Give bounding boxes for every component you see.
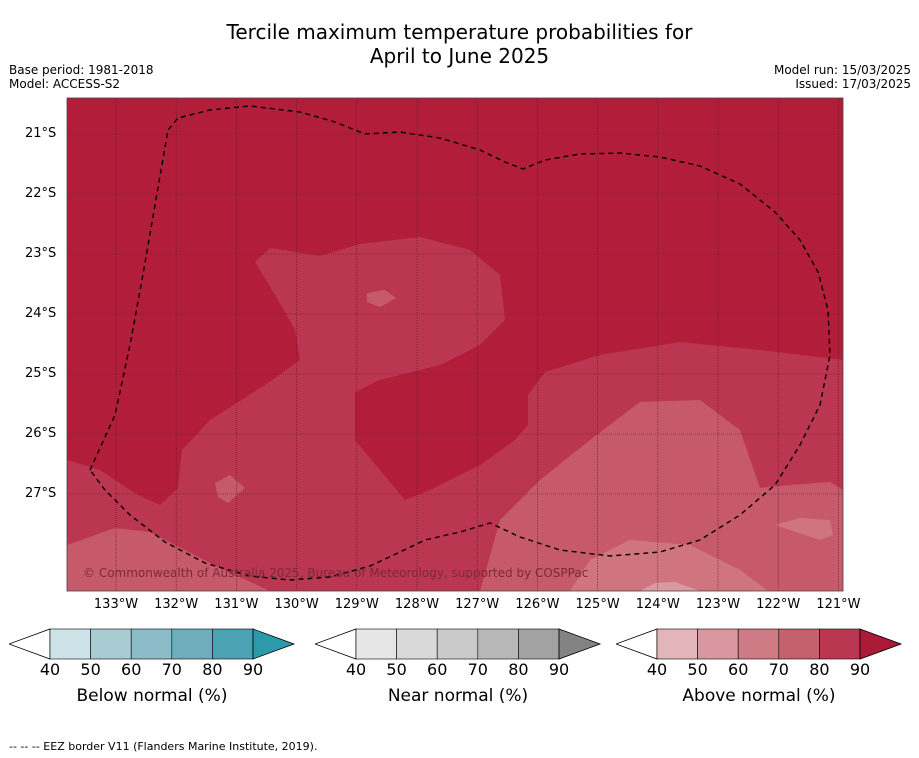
longitude-label: 127°W [455, 597, 500, 612]
colorbar-lower-arrow [9, 628, 51, 660]
colorbar-tick-label: 50 [386, 660, 407, 679]
latitude-label: 23°S [25, 246, 57, 261]
near-normal-colorbar [315, 628, 602, 660]
map-frame [66, 97, 844, 592]
region-above-40-50 [640, 582, 700, 591]
model-run: Model run: 15/03/2025 [773, 63, 911, 77]
longitude-label: 126°W [515, 597, 560, 612]
colorbar-segment [49, 628, 91, 660]
colorbar-tick-label: 70 [161, 660, 182, 679]
region-above-60-70-west [67, 528, 270, 591]
longitude-label: 124°W [635, 597, 680, 612]
colorbar-segment [212, 628, 254, 660]
colorbar-upper-arrow [252, 628, 296, 660]
longitude-label: 123°W [695, 597, 741, 612]
metadata-right: Model run: 15/03/2025 Issued: 17/03/2025 [774, 63, 911, 91]
colorbar-tick-label: 70 [467, 660, 488, 679]
eez-border-line [89, 105, 831, 581]
below-normal-colorbar [9, 628, 296, 660]
colorbar-segment [355, 628, 397, 660]
latitude-label: 22°S [25, 186, 57, 201]
latitude-label: 24°S [25, 306, 57, 321]
colorbar-tick-label: 50 [687, 660, 708, 679]
issued-date: Issued: 17/03/2025 [795, 77, 911, 91]
region-above-50-60 [570, 540, 768, 591]
colorbar-tick-label: 40 [646, 660, 668, 679]
colorbar-tick-label: 70 [768, 660, 789, 679]
colorbar-upper-arrow [859, 628, 903, 660]
below-normal-title: Below normal (%) [76, 686, 228, 706]
latitude-label: 27°S [25, 486, 57, 501]
colorbar-segment [130, 628, 173, 660]
longitude-label: 125°W [575, 597, 620, 612]
region-above-60-70-islet-north [367, 290, 396, 307]
colorbar-segment [778, 628, 820, 660]
region-above-60-70 [480, 400, 843, 591]
metadata-left: Base period: 1981-2018 Model: ACCESS-S2 [9, 63, 154, 91]
longitude-label: 122°W [756, 597, 801, 612]
near-normal-title: Near normal (%) [387, 686, 529, 706]
eez-border-footnote: -- -- -- EEZ border V11 (Flanders Marine… [9, 740, 318, 753]
latitude-label: 25°S [25, 366, 57, 381]
above-normal-colorbar [616, 628, 903, 660]
colorbar-upper-arrow [558, 628, 602, 660]
region-above-50-60-east [775, 518, 833, 540]
colorbar-segment [819, 628, 861, 660]
colorbar-segment [656, 628, 698, 660]
longitude-label: 121°W [816, 597, 861, 612]
latitude-label: 21°S [25, 126, 57, 141]
probability-map: © Commonwealth of Australia 2025, Bureau… [66, 97, 844, 592]
colorbar-tick-label: 60 [427, 660, 448, 679]
above-normal-title: Above normal (%) [682, 686, 836, 706]
colorbar-tick-label: 90 [548, 660, 570, 679]
colorbar-tick-label: 80 [809, 660, 830, 679]
colorbar-tick-label: 80 [202, 660, 223, 679]
colorbar-lower-arrow [315, 628, 357, 660]
longitude-label: 133°W [93, 597, 139, 612]
colorbar-segment [477, 628, 519, 660]
colorbar-tick-label: 50 [80, 660, 101, 679]
longitude-label: 131°W [214, 597, 259, 612]
colorbar-tick-label: 60 [728, 660, 749, 679]
colorbar-tick-label: 80 [508, 660, 529, 679]
colorbar-segment [518, 628, 560, 660]
base-period: Base period: 1981-2018 [9, 63, 154, 77]
map-title-line-1: Tercile maximum temperature probabilitie… [226, 20, 693, 44]
colorbar-segment [737, 628, 780, 660]
map-grid [67, 98, 843, 591]
copyright-notice: © Commonwealth of Australia 2025, Bureau… [83, 566, 588, 580]
map-title-line-2: April to June 2025 [369, 44, 550, 68]
colorbar-segment [436, 628, 479, 660]
colorbar-tick-label: 60 [121, 660, 142, 679]
colorbar-tick-label: 40 [39, 660, 61, 679]
region-above-60-70-islet [215, 475, 245, 503]
colorbar-segment [396, 628, 438, 660]
longitude-label: 132°W [154, 597, 199, 612]
model-name: Model: ACCESS-S2 [9, 77, 121, 91]
colorbar-tick-label: 40 [345, 660, 367, 679]
colorbar-lower-arrow [616, 628, 658, 660]
latitude-label: 26°S [25, 426, 57, 441]
colorbar-segment [171, 628, 213, 660]
colorbar-tick-label: 90 [849, 660, 871, 679]
longitude-label: 130°W [274, 597, 319, 612]
colorbar-tick-label: 90 [242, 660, 264, 679]
colorbar-segment [697, 628, 739, 660]
longitude-label: 128°W [394, 597, 440, 612]
colorbar-segment [90, 628, 132, 660]
longitude-label: 129°W [334, 597, 379, 612]
